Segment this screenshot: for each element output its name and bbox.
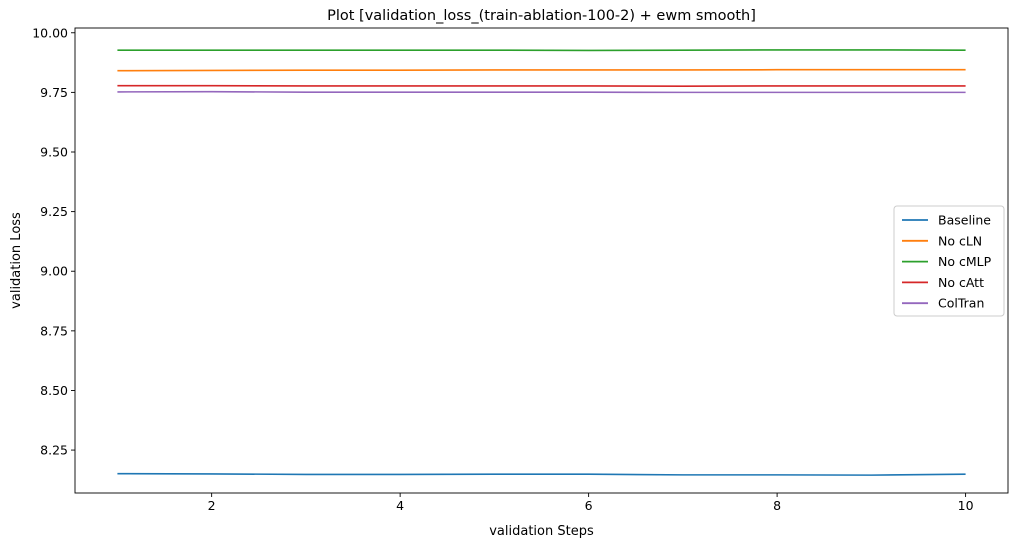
y-tick-label: 9.00 xyxy=(40,264,68,279)
plot-area-frame xyxy=(74,27,1009,494)
legend-label-no-cmlp: No cMLP xyxy=(938,254,992,269)
x-tick-label: 4 xyxy=(396,498,404,513)
legend-label-baseline: Baseline xyxy=(938,213,991,228)
legend-label-no-cln: No cLN xyxy=(938,233,982,248)
legend: Baseline No cLN No cMLP No cAtt ColTran xyxy=(893,205,1005,317)
y-tick-label: 9.75 xyxy=(40,85,68,100)
y-tick-label: 8.50 xyxy=(40,383,68,398)
y-tick-label: 9.50 xyxy=(40,145,68,160)
x-axis-label: validation Steps xyxy=(489,524,594,539)
x-tick-label: 6 xyxy=(585,498,593,513)
legend-box xyxy=(893,205,1005,317)
y-axis-label: validation Loss xyxy=(9,212,24,309)
chart-title: Plot [validation_loss_(train-ablation-10… xyxy=(327,8,756,24)
y-tick-label: 8.25 xyxy=(40,443,68,458)
legend-label-coltran: ColTran xyxy=(938,296,984,311)
x-tick-label: 2 xyxy=(208,498,216,513)
x-tick-label: 10 xyxy=(958,498,974,513)
series-line-coltran xyxy=(117,90,966,94)
y-tick-label: 8.75 xyxy=(40,323,68,338)
series-lines xyxy=(117,49,966,476)
x-axis-ticks: 2 4 6 8 10 xyxy=(208,493,974,513)
y-tick-label: 9.25 xyxy=(40,204,68,219)
y-axis-ticks: 8.25 8.50 8.75 9.00 9.25 9.50 9.75 10.00 xyxy=(32,25,75,458)
y-tick-label: 10.00 xyxy=(32,25,68,40)
x-tick-label: 8 xyxy=(773,498,781,513)
series-line-no-cln xyxy=(117,68,966,72)
series-line-baseline xyxy=(117,472,966,476)
legend-label-no-catt: No cAtt xyxy=(938,275,984,290)
